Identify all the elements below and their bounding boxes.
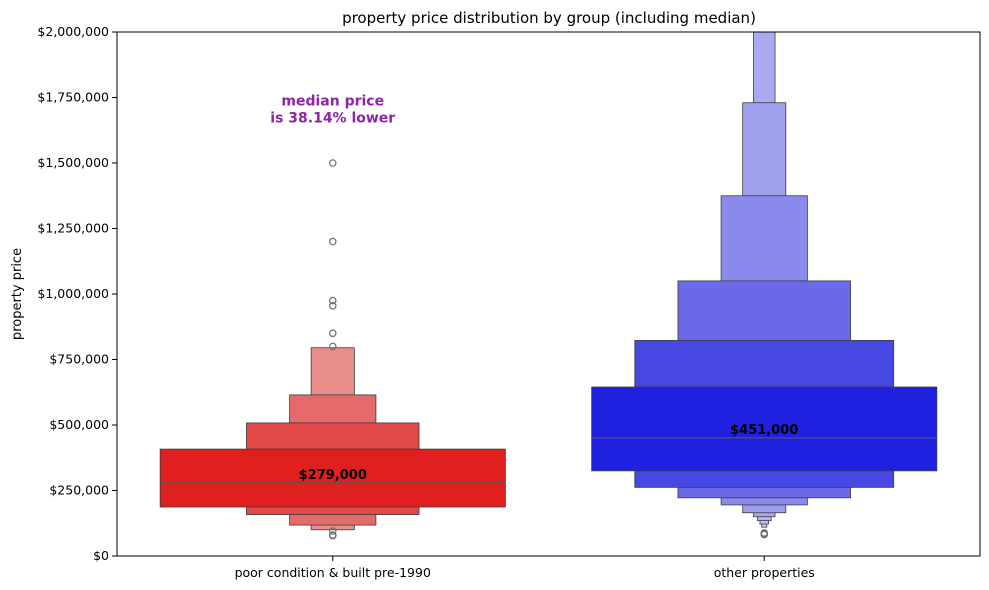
boxen-level-box <box>591 386 938 472</box>
annotation-line: is 38.14% lower <box>270 110 395 126</box>
x-axis: poor condition & built pre-1990 other pro… <box>235 556 815 580</box>
outlier-point <box>760 530 769 539</box>
y-tick-label: $1,250,000 <box>37 221 109 236</box>
outlier-point <box>328 159 337 167</box>
y-tick-label: $500,000 <box>49 417 109 432</box>
y-tick-label: $250,000 <box>49 483 109 498</box>
boxen-group: $451,000 <box>591 31 938 539</box>
outlier-point <box>328 342 337 351</box>
y-tick-label: $0 <box>93 548 109 563</box>
y-tick-label: $2,000,000 <box>37 24 109 39</box>
plot-area: $279,000 $451,000 <box>159 31 938 540</box>
median-value-label: $451,000 <box>730 423 798 438</box>
y-tick-label: $1,750,000 <box>37 90 109 105</box>
outlier-point <box>328 329 337 338</box>
boxen-level-box <box>159 448 506 508</box>
y-axis-label: property price <box>10 248 25 340</box>
outlier-point <box>328 237 337 246</box>
annotation-line: median price <box>281 93 384 109</box>
outlier-point <box>328 527 337 535</box>
median-value-label: $279,000 <box>299 468 367 483</box>
y-tick-label: $1,000,000 <box>37 286 109 301</box>
y-tick-label: $1,500,000 <box>37 155 109 170</box>
outlier-point <box>328 531 337 540</box>
outlier-point <box>328 296 337 305</box>
x-tick-label: poor condition & built pre-1990 <box>235 565 431 580</box>
outlier-point <box>328 301 337 310</box>
chart-title: property price distribution by group (in… <box>342 9 756 27</box>
x-tick-label: other properties <box>714 565 815 580</box>
y-tick-label: $750,000 <box>49 352 109 367</box>
boxen-group: $279,000 <box>159 159 506 540</box>
y-axis: $0 $250,000 $500,000 $750,000 $1,000,000 $1,2… <box>37 24 117 563</box>
